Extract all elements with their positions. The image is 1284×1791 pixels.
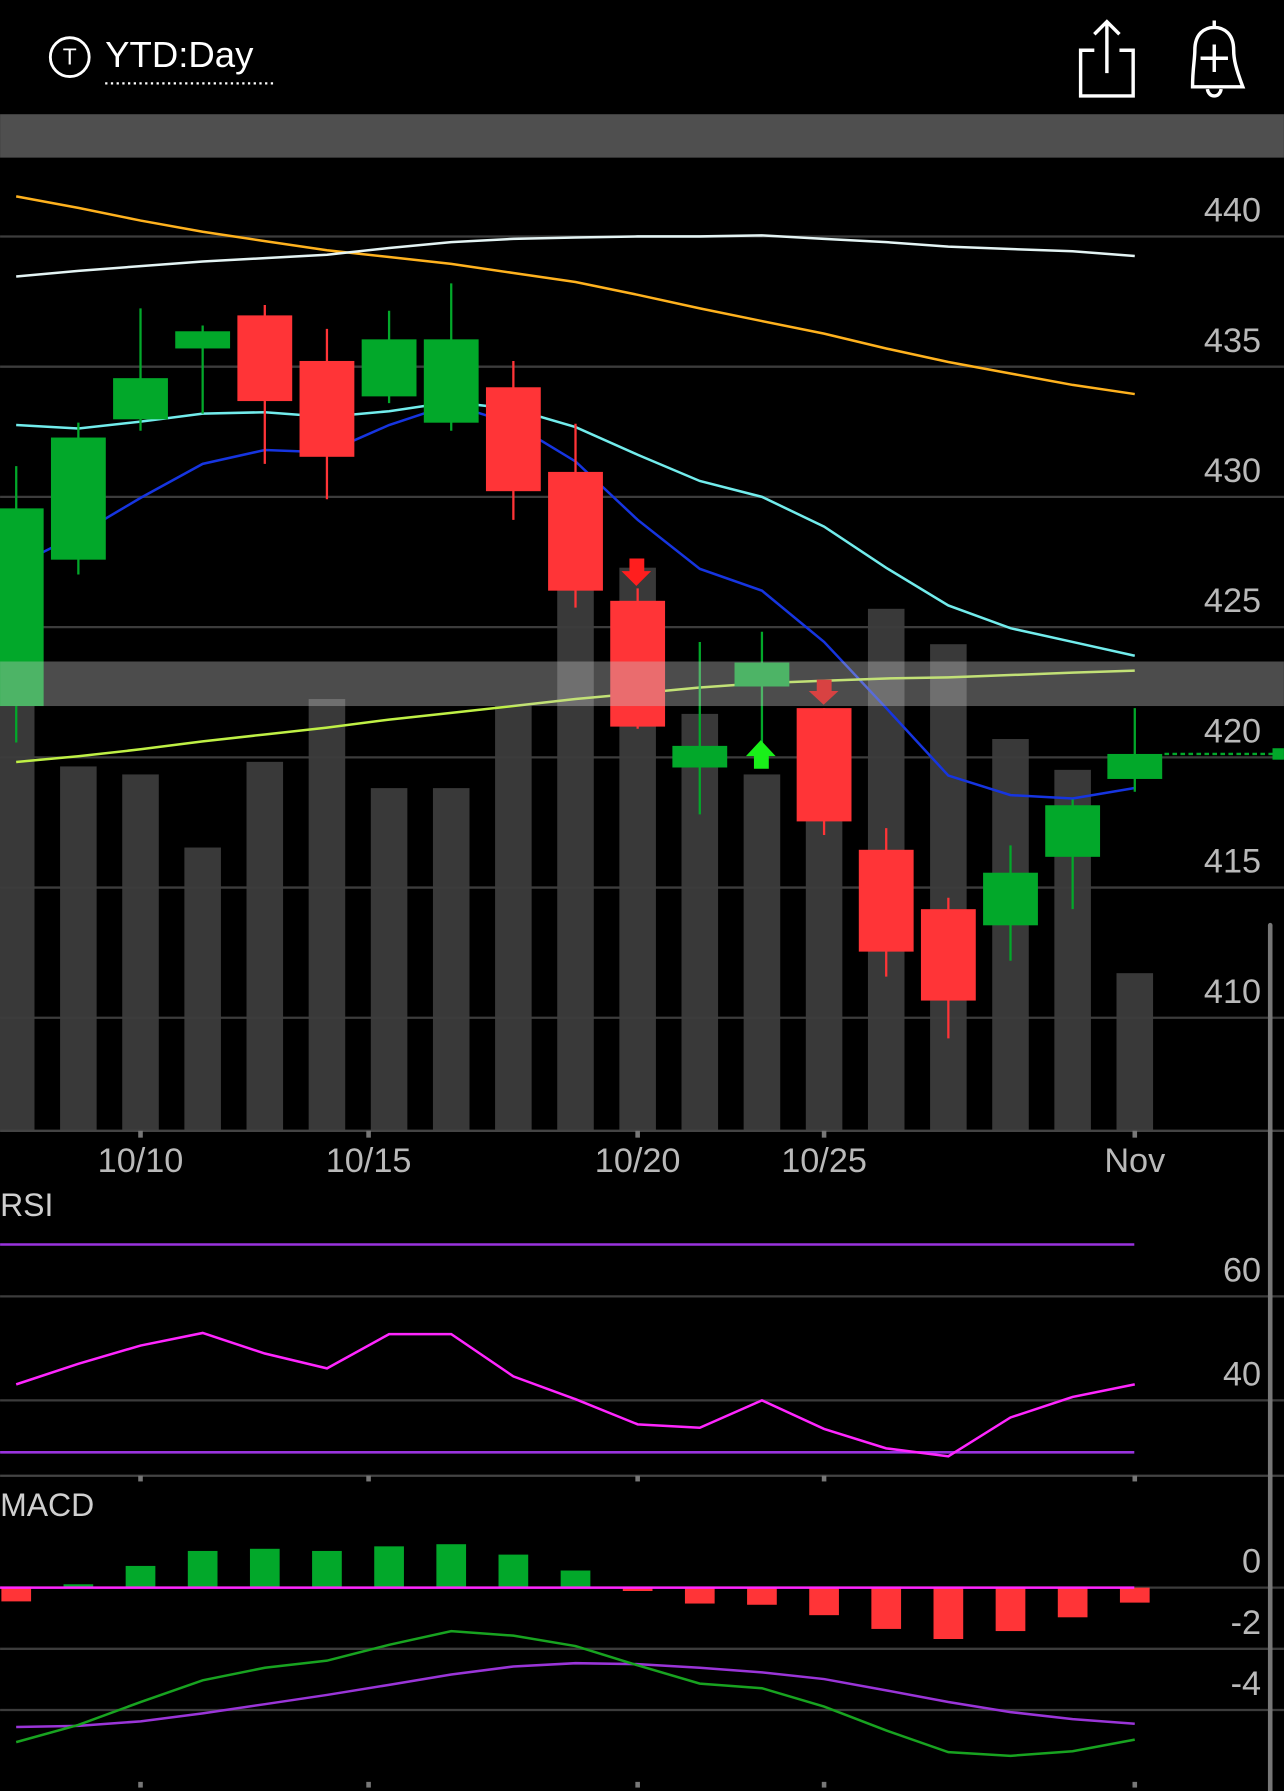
toolbar-band	[0, 114, 1284, 158]
macd-histogram-bar	[747, 1587, 777, 1605]
x-tick-label: 10/10	[98, 1142, 184, 1180]
share-button[interactable]	[1078, 19, 1135, 98]
candle-body	[610, 600, 666, 727]
candle-body	[0, 508, 44, 707]
y-tick-label: 440	[1204, 192, 1261, 230]
bell-clapper[interactable]	[1205, 88, 1223, 98]
volume-bar	[308, 699, 346, 1131]
macd-histogram-bar	[1, 1587, 32, 1602]
share-box[interactable]	[1078, 48, 1135, 98]
macd-line	[15, 1629, 1135, 1758]
y-tick-label: 40	[1223, 1355, 1261, 1393]
volume-bar	[122, 774, 159, 1131]
y-tick-label: 0	[1242, 1543, 1261, 1581]
panel-title: RSI	[0, 1187, 53, 1223]
volume-bar	[495, 705, 532, 1131]
header: T YTD:Day	[48, 19, 1246, 98]
macd-histogram-bar	[125, 1565, 156, 1588]
volume-bar	[184, 847, 221, 1131]
candle-body	[920, 909, 976, 1001]
y-tick-label: -2	[1231, 1604, 1261, 1642]
candle-body	[423, 339, 479, 423]
x-tick-label: 10/25	[781, 1142, 867, 1180]
buy-signal	[745, 740, 776, 769]
rsi-line	[15, 1331, 1136, 1458]
macd-histogram-bar	[995, 1587, 1026, 1632]
volume-bar	[246, 761, 284, 1131]
y-tick-label: 420	[1204, 712, 1261, 750]
y-tick-label: 410	[1204, 973, 1261, 1011]
x-tick-label: Nov	[1104, 1142, 1166, 1180]
x-tick-label: 10/15	[326, 1142, 412, 1180]
macd-histogram-bar	[1057, 1587, 1088, 1618]
candle-body	[672, 745, 728, 768]
candle-body	[485, 387, 541, 492]
macd-histogram-bar	[498, 1554, 529, 1588]
moving-average	[16, 669, 1135, 764]
type-icon-letter[interactable]: T	[63, 43, 77, 69]
candle-body	[299, 360, 355, 457]
macd-histogram-bar	[249, 1548, 280, 1588]
candle-body	[237, 315, 293, 402]
macd-histogram-bar	[312, 1550, 342, 1588]
y-tick-label: 415	[1204, 843, 1261, 881]
share-arrow[interactable]	[1093, 19, 1121, 74]
macd-histogram-bar	[374, 1546, 404, 1588]
volume-bar	[370, 788, 408, 1131]
volume-bar	[432, 788, 470, 1131]
macd-histogram-bar	[560, 1570, 591, 1588]
volume-bar	[1116, 973, 1154, 1131]
bell[interactable]	[1190, 25, 1246, 89]
moving-average	[16, 234, 1135, 278]
volume-bar	[0, 685, 35, 1131]
macd-histogram-bar	[1119, 1587, 1150, 1603]
volume-bar	[743, 774, 781, 1131]
type-icon[interactable]	[48, 36, 91, 78]
macd-histogram-bar	[436, 1544, 467, 1588]
candle-body	[1045, 805, 1101, 857]
macd-histogram-bar	[622, 1587, 653, 1592]
candle-body	[734, 662, 790, 687]
candle-body	[175, 331, 231, 349]
sell-signal	[621, 558, 652, 586]
macd-histogram-bar	[63, 1584, 94, 1588]
sell-signal	[808, 679, 839, 705]
x-tick-label: 10/20	[595, 1142, 681, 1180]
macd-histogram-bar	[809, 1587, 839, 1616]
candle-body	[50, 437, 106, 560]
range-selector[interactable]: YTD:Day	[105, 34, 254, 75]
macd-histogram-bar	[684, 1587, 715, 1604]
panel-title: MACD	[0, 1487, 94, 1523]
plots: 410 415 420 425 430 435 440 10/10 10/15 10/20 10/2…	[0, 192, 1284, 1788]
macd-histogram-bar	[933, 1587, 964, 1640]
signal-line	[16, 1661, 1135, 1729]
y-tick-label: 425	[1204, 582, 1261, 620]
y-tick-label: -4	[1231, 1665, 1261, 1703]
candle-body	[796, 708, 852, 822]
bell-plus[interactable]	[1200, 20, 1228, 72]
candle-body	[361, 339, 417, 397]
candle-body	[113, 378, 168, 420]
price-band	[0, 661, 1284, 707]
last-price-marker	[1272, 748, 1284, 760]
candle-body	[858, 849, 914, 952]
moving-average	[15, 195, 1135, 396]
volume-bar	[557, 571, 594, 1131]
candle-body	[983, 872, 1038, 926]
volume-bar	[60, 766, 97, 1131]
macd-histogram-bar	[871, 1587, 902, 1629]
macd-histogram-bar	[187, 1550, 218, 1588]
candle-body	[548, 471, 603, 591]
candle-body	[1107, 753, 1163, 779]
y-tick-label: 430	[1204, 452, 1261, 490]
alert-button[interactable]	[1190, 20, 1246, 98]
y-tick-label: 435	[1204, 322, 1261, 360]
y-tick-label: 60	[1223, 1251, 1261, 1289]
